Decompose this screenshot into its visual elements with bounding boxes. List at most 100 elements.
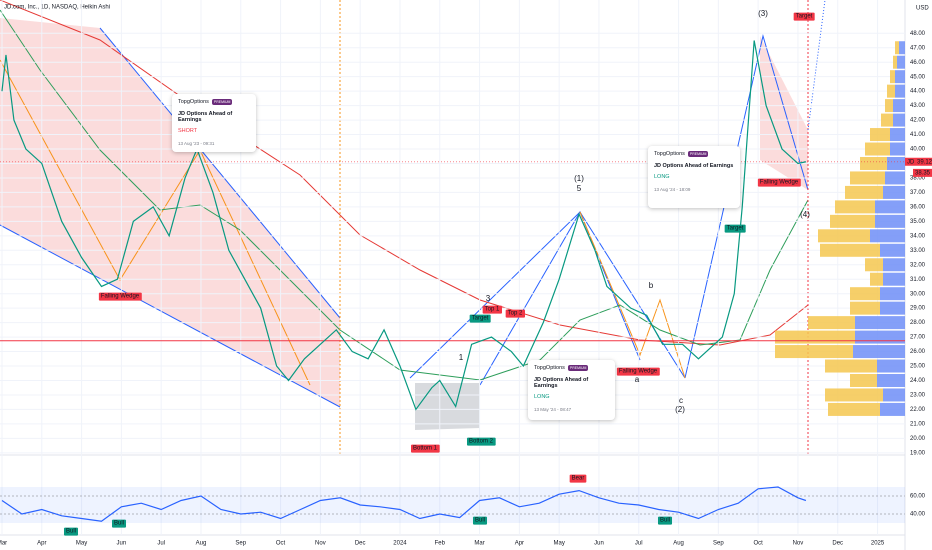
x-tick-label: Jul bbox=[635, 541, 643, 547]
y-tick-label: 20.00 bbox=[910, 436, 926, 442]
volume-profile-bar bbox=[887, 156, 905, 170]
annotation: Falling Wedge bbox=[760, 180, 799, 186]
x-tick-label: Feb bbox=[435, 541, 446, 547]
y-tick-label: 24.00 bbox=[910, 378, 926, 384]
y-tick-label: 43.00 bbox=[910, 103, 926, 109]
wedge-fill bbox=[760, 36, 808, 190]
volume-profile-bar bbox=[895, 41, 899, 55]
annotation-box bbox=[410, 444, 440, 453]
rsi-annotation: Bear bbox=[572, 476, 585, 482]
volume-profile-bar bbox=[775, 345, 853, 359]
volume-profile-bar bbox=[893, 113, 905, 127]
x-tick-label: May bbox=[553, 541, 564, 547]
volume-profile-bar bbox=[825, 359, 877, 373]
volume-profile-bar bbox=[860, 156, 887, 170]
price-tag-value: 38.35 bbox=[915, 170, 931, 176]
annotation: Bottom 2 bbox=[469, 439, 494, 445]
volume-profile-bar bbox=[870, 272, 883, 286]
y-tick-label: 40.00 bbox=[910, 147, 926, 153]
y-tick-label: 46.00 bbox=[910, 60, 926, 66]
volume-profile-bar bbox=[865, 142, 890, 156]
idea-card[interactable]: TopgOptions PREMIUM JD Options Ahead of E… bbox=[648, 146, 740, 208]
volume-profile-bar bbox=[875, 200, 905, 214]
y-tick-label: 22.00 bbox=[910, 407, 926, 413]
wedge-fill bbox=[0, 18, 340, 407]
x-tick-label: Oct bbox=[276, 541, 286, 547]
wave-label: (4) bbox=[800, 210, 810, 219]
rsi-annotation-box bbox=[569, 474, 587, 483]
pattern-fill bbox=[415, 383, 480, 430]
trend-line bbox=[0, 224, 341, 408]
y-tick-label: 47.00 bbox=[910, 45, 926, 51]
annotation-box bbox=[793, 12, 815, 21]
currency: USD bbox=[916, 6, 929, 12]
y-tick-label: 33.00 bbox=[910, 248, 926, 254]
x-tick-label: Jul bbox=[157, 541, 165, 547]
wave-label: 3 bbox=[486, 294, 491, 303]
y-tick-label: 40.00 bbox=[910, 512, 926, 518]
brand: TopgOptions bbox=[654, 151, 685, 157]
volume-profile-bar bbox=[897, 55, 905, 69]
projection bbox=[807, 0, 826, 131]
x-tick-label: 2024 bbox=[393, 541, 407, 547]
rsi-annotation: Bull bbox=[660, 518, 670, 524]
y-tick-label: 48.00 bbox=[910, 31, 926, 37]
volume-profile-bar bbox=[820, 243, 880, 257]
badge: PREMIUM bbox=[687, 151, 709, 157]
y-tick-label: 21.00 bbox=[910, 421, 926, 427]
x-tick-label: Apr bbox=[515, 541, 524, 547]
volume-profile-bar bbox=[850, 287, 880, 301]
volume-profile-bar bbox=[895, 84, 905, 98]
volume-profile-bar bbox=[845, 185, 883, 199]
price-tag-box bbox=[905, 157, 932, 166]
x-tick-label: Sep bbox=[235, 541, 246, 547]
volume-profile-bar bbox=[850, 301, 880, 315]
x-tick-label: Mar bbox=[0, 541, 7, 547]
volume-profile-bar bbox=[808, 316, 855, 330]
annotation-box bbox=[724, 224, 746, 233]
idea-card[interactable]: TopgOptions PREMIUM JD Options Ahead of E… bbox=[528, 360, 615, 420]
volume-profile-bar bbox=[828, 402, 880, 416]
x-tick-label: Nov bbox=[315, 541, 326, 547]
volume-profile-bar bbox=[850, 373, 877, 387]
card-header: TopgOptions PREMIUM bbox=[178, 99, 250, 105]
volume-profile-bar bbox=[853, 345, 905, 359]
trend-line bbox=[684, 34, 809, 379]
rsi-line bbox=[1, 486, 807, 522]
volume-profile-bar bbox=[855, 316, 905, 330]
idea-card[interactable]: TopgOptions PREMIUM JD Options Ahead of E… bbox=[172, 94, 256, 152]
annotation: Top 1 bbox=[485, 307, 500, 313]
y-tick-label: 34.00 bbox=[910, 233, 926, 239]
volume-profile-bar bbox=[895, 70, 905, 84]
y-tick-label: 26.00 bbox=[910, 349, 926, 355]
card-time: 13 Aug '24 - 18:09 bbox=[654, 187, 691, 192]
annotation: Target bbox=[472, 316, 489, 322]
y-tick-label: 35.00 bbox=[910, 219, 926, 225]
annotation: Top 2 bbox=[508, 311, 523, 317]
annotation: Falling Wedge bbox=[101, 294, 140, 300]
volume-profile-bar bbox=[893, 55, 897, 69]
price-line bbox=[1, 40, 807, 411]
card-time: 13 Aug '23 - 09:31 bbox=[178, 141, 215, 146]
y-tick-label: 38.00 bbox=[910, 176, 926, 182]
price-tag-name: JD bbox=[907, 159, 915, 165]
badge: PREMIUM bbox=[567, 365, 589, 371]
volume-profile-bar bbox=[883, 272, 905, 286]
annotation-box bbox=[616, 367, 660, 376]
x-tick-label: Aug bbox=[196, 541, 207, 547]
volume-profile-bar bbox=[890, 70, 895, 84]
volume-profile-bar bbox=[870, 128, 890, 142]
volume-profile-bar bbox=[865, 258, 883, 272]
volume-profile-bar bbox=[818, 229, 870, 243]
annotation-box bbox=[98, 292, 142, 301]
y-tick-label: 60.00 bbox=[910, 494, 926, 500]
volume-profile-bar bbox=[775, 330, 855, 344]
y-tick-label: 19.00 bbox=[910, 450, 926, 456]
volume-profile-bar bbox=[880, 243, 905, 257]
annotation-box bbox=[469, 314, 491, 323]
x-tick-label: Sep bbox=[713, 541, 724, 547]
symbol-title: JD.com, Inc., 1D, NASDAQ, Heikin Ashi bbox=[4, 5, 110, 11]
volume-profile-bar bbox=[880, 301, 905, 315]
